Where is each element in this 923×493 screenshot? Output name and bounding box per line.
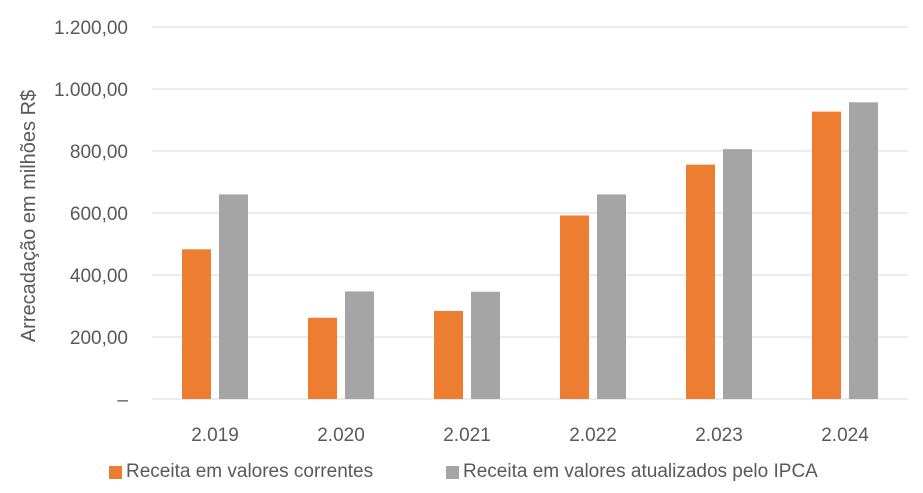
y-tick-label: 800,00 xyxy=(70,142,128,163)
gridlines xyxy=(152,26,908,400)
bar-ipca xyxy=(471,291,500,399)
bar-ipca xyxy=(219,194,248,399)
x-tick-label: 2.023 xyxy=(695,425,743,446)
bar-correntes xyxy=(182,249,211,399)
bar-ipca xyxy=(345,291,374,399)
bar-correntes xyxy=(812,111,841,399)
bar-correntes xyxy=(434,310,463,399)
x-tick-label: 2.022 xyxy=(569,425,617,446)
legend-swatch-orange xyxy=(109,465,122,479)
y-axis-label: Arrecadação em milhões R$ xyxy=(18,90,40,342)
bar-correntes xyxy=(560,215,589,399)
y-tick-label: 200,00 xyxy=(70,328,128,349)
y-tick-label: – xyxy=(117,390,128,411)
y-tick-label: 600,00 xyxy=(70,204,128,225)
legend-item-correntes: Receita em valores correntes xyxy=(109,461,373,483)
legend-label-ipca: Receita em valores atualizados pelo IPCA xyxy=(463,461,818,482)
bar-correntes xyxy=(308,317,337,399)
y-tick-label: 400,00 xyxy=(70,266,128,287)
legend-swatch-gray xyxy=(446,465,459,479)
legend-label-correntes: Receita em valores correntes xyxy=(126,461,374,482)
y-tick-label: 1.000,00 xyxy=(54,80,128,101)
x-tick-label: 2.019 xyxy=(191,425,239,446)
bar-ipca xyxy=(723,149,752,399)
legend: Receita em valores correntes Receita em … xyxy=(0,461,923,487)
y-axis-ticks: – 200,00 400,00 600,00 800,00 1.000,00 1.200,0… xyxy=(54,18,128,411)
y-tick-label: 1.200,00 xyxy=(54,18,128,39)
x-tick-label: 2.024 xyxy=(821,425,869,446)
legend-item-ipca: Receita em valores atualizados pelo IPCA xyxy=(446,461,818,483)
bar-ipca xyxy=(597,194,626,399)
x-tick-label: 2.020 xyxy=(317,425,365,446)
bar-correntes xyxy=(686,164,715,399)
x-axis-ticks: 2.019 2.020 2.021 2.022 2.023 2.024 xyxy=(191,425,869,446)
bar-chart: – 200,00 400,00 600,00 800,00 1.000,00 1.200,0… xyxy=(18,18,908,446)
x-tick-label: 2.021 xyxy=(443,425,491,446)
bars xyxy=(182,102,878,399)
bar-ipca xyxy=(849,102,878,399)
